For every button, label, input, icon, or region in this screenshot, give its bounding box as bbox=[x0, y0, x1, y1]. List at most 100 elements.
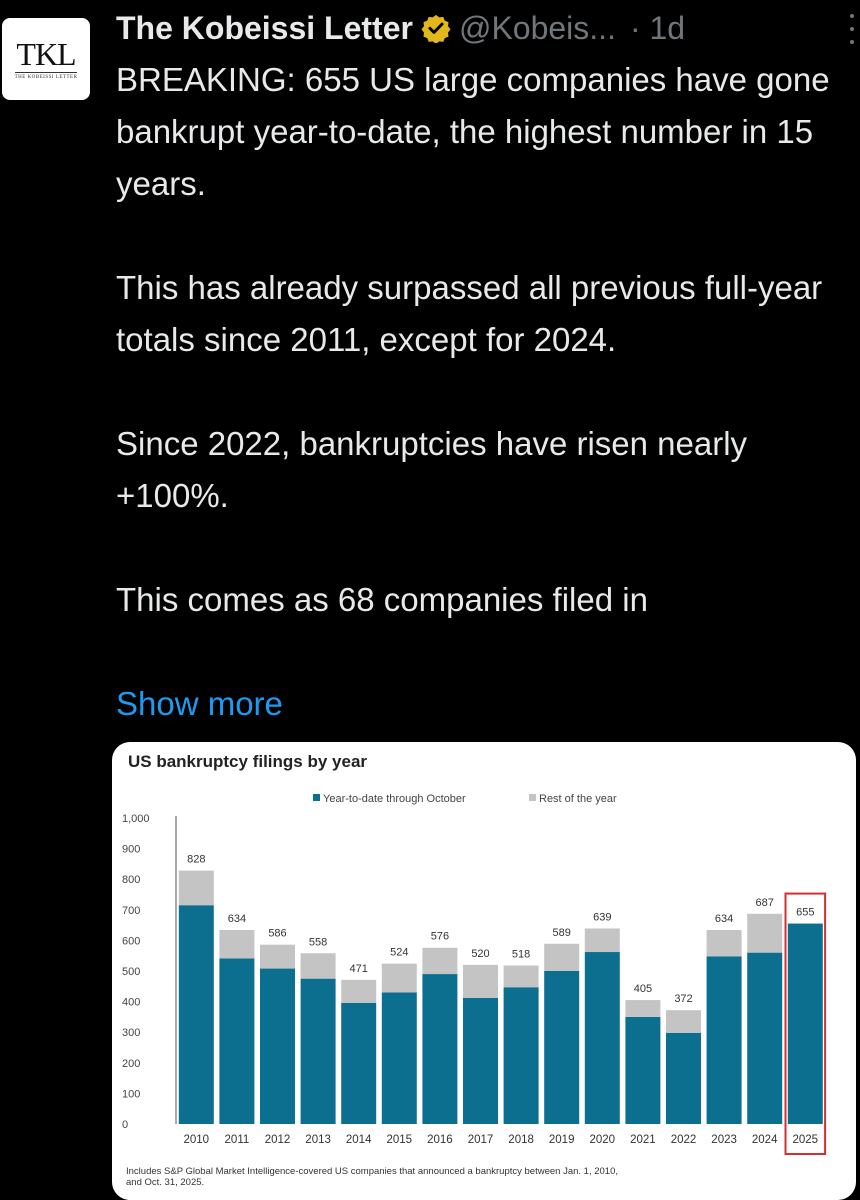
data-label-2025: 655 bbox=[796, 907, 814, 919]
data-label-2018: 518 bbox=[512, 948, 530, 960]
bar-rest-2010 bbox=[178, 870, 214, 906]
bar-rest-2018 bbox=[503, 965, 539, 988]
data-label-2010: 828 bbox=[187, 854, 205, 866]
tweet-paragraph: BREAKING: 655 US large companies have go… bbox=[116, 61, 830, 202]
bar-ytd-2014 bbox=[341, 1002, 377, 1124]
legend-swatch-rest bbox=[529, 794, 536, 801]
x-tick-label: 2024 bbox=[752, 1134, 778, 1146]
bar-ytd-2019 bbox=[544, 971, 580, 1124]
data-label-2021: 405 bbox=[634, 983, 652, 995]
y-tick-label: 100 bbox=[122, 1088, 140, 1100]
data-label-2014: 471 bbox=[350, 963, 368, 975]
bar-rest-2019 bbox=[544, 943, 580, 971]
bar-rest-2016 bbox=[422, 947, 458, 975]
bar-ytd-2016 bbox=[422, 974, 458, 1124]
bar-ytd-2023 bbox=[706, 956, 742, 1124]
x-tick-label: 2017 bbox=[468, 1134, 494, 1146]
y-tick-label: 1,000 bbox=[122, 813, 150, 825]
verified-badge-icon bbox=[421, 14, 451, 43]
more-options-icon[interactable] bbox=[848, 14, 856, 44]
data-label-2017: 520 bbox=[471, 948, 489, 960]
x-tick-label: 2010 bbox=[184, 1134, 210, 1146]
bar-ytd-2020 bbox=[584, 952, 620, 1124]
bar-rest-2013 bbox=[300, 953, 336, 979]
legend-label-rest: Rest of the year bbox=[539, 793, 617, 805]
bankruptcy-chart: US bankruptcy filings by year Year-to-da… bbox=[122, 752, 827, 1188]
y-tick-label: 400 bbox=[122, 997, 140, 1009]
y-tick-label: 900 bbox=[122, 844, 140, 856]
y-tick-label: 700 bbox=[122, 905, 140, 917]
y-tick-label: 600 bbox=[122, 935, 140, 947]
tweet-paragraph: Since 2022, bankruptcies have risen near… bbox=[116, 425, 748, 514]
chart-image[interactable]: US bankruptcy filings by year Year-to-da… bbox=[112, 742, 856, 1200]
bar-rest-2015 bbox=[381, 963, 417, 993]
y-tick-label: 800 bbox=[122, 874, 140, 886]
bar-ytd-2021 bbox=[625, 1016, 661, 1124]
bar-rest-2024 bbox=[747, 913, 783, 953]
bar-rest-2022 bbox=[666, 1010, 701, 1033]
chart-footnote: Includes S&P Global Market Intelligence-… bbox=[126, 1166, 621, 1188]
y-tick-label: 300 bbox=[122, 1027, 140, 1039]
data-label-2012: 586 bbox=[268, 928, 286, 940]
bar-ytd-2015 bbox=[381, 992, 417, 1124]
tweet-header: The Kobeissi Letter @Kobeis... · 1d bbox=[116, 6, 850, 50]
y-tick-label: 500 bbox=[122, 966, 140, 978]
bar-rest-2020 bbox=[584, 928, 620, 953]
bar-rest-2011 bbox=[219, 929, 255, 959]
author-name[interactable]: The Kobeissi Letter bbox=[116, 9, 413, 46]
legend-label-ytd: Year-to-date through October bbox=[323, 793, 466, 805]
data-label-2019: 589 bbox=[553, 927, 571, 939]
data-label-2023: 634 bbox=[715, 913, 733, 925]
x-tick-label: 2023 bbox=[711, 1134, 737, 1146]
y-tick-label: 0 bbox=[122, 1119, 128, 1131]
x-tick-label: 2022 bbox=[671, 1134, 697, 1146]
chart-legend: Year-to-date through October Rest of the… bbox=[313, 793, 617, 805]
x-tick-label: 2011 bbox=[225, 1134, 250, 1146]
bar-ytd-2013 bbox=[300, 978, 336, 1124]
x-tick-label: 2018 bbox=[508, 1134, 534, 1146]
bar-ytd-2024 bbox=[747, 952, 783, 1124]
post-time[interactable]: · 1d bbox=[629, 9, 686, 46]
bars: 828 634 586 558 471 524 576 520 518 589 639 405 372 6… bbox=[178, 854, 827, 1155]
x-tick-label: 2015 bbox=[387, 1134, 413, 1146]
data-label-2011: 634 bbox=[228, 913, 246, 925]
highlight-box-2025 bbox=[784, 892, 827, 1155]
bar-rest-2021 bbox=[625, 1000, 661, 1017]
x-axis: 2010 2011 2012 2013 2014 2015 2016 2017 2018 2019… bbox=[184, 1134, 819, 1146]
data-label-2016: 576 bbox=[431, 931, 449, 943]
legend-swatch-ytd bbox=[313, 794, 320, 801]
data-label-2020: 639 bbox=[593, 911, 611, 923]
bar-ytd-2022 bbox=[666, 1032, 701, 1124]
data-label-2015: 524 bbox=[390, 947, 408, 959]
x-tick-label: 2013 bbox=[305, 1134, 331, 1146]
bar-ytd-2018 bbox=[503, 987, 539, 1124]
data-label-2013: 558 bbox=[309, 936, 327, 948]
avatar[interactable]: TKL THE KOBEISSI LETTER bbox=[2, 18, 90, 100]
tweet-text: BREAKING: 655 US large companies have go… bbox=[116, 54, 836, 626]
data-label-2024: 687 bbox=[756, 897, 774, 909]
bar-rest-2012 bbox=[260, 944, 295, 969]
x-tick-label: 2021 bbox=[630, 1134, 656, 1146]
tweet-paragraph: This comes as 68 companies filed in bbox=[116, 581, 648, 618]
x-tick-label: 2014 bbox=[346, 1134, 372, 1146]
tweet-paragraph: This has already surpassed all previous … bbox=[116, 269, 823, 358]
bar-ytd-2011 bbox=[219, 958, 255, 1124]
x-tick-label: 2025 bbox=[793, 1134, 819, 1146]
bar-rest-2023 bbox=[706, 929, 742, 957]
avatar-subtext: THE KOBEISSI LETTER bbox=[14, 72, 78, 80]
author-handle[interactable]: @Kobeis... bbox=[458, 9, 616, 46]
bar-ytd-2012 bbox=[260, 968, 295, 1124]
x-tick-label: 2019 bbox=[549, 1134, 575, 1146]
y-tick-label: 200 bbox=[122, 1058, 140, 1070]
data-label-2022: 372 bbox=[674, 993, 692, 1005]
avatar-monogram: TKL bbox=[16, 36, 76, 72]
x-tick-label: 2020 bbox=[590, 1134, 616, 1146]
chart-title: US bankruptcy filings by year bbox=[128, 752, 367, 771]
bar-ytd-2025 bbox=[787, 923, 823, 1124]
x-tick-label: 2016 bbox=[427, 1134, 453, 1146]
bar-rest-2017 bbox=[463, 964, 498, 998]
bar-ytd-2010 bbox=[178, 905, 214, 1124]
show-more-link[interactable]: Show more bbox=[116, 685, 283, 722]
bar-rest-2014 bbox=[341, 979, 377, 1003]
y-axis: 0 100 200 300 400 500 600 700 800 900 1,000 bbox=[122, 813, 177, 1131]
